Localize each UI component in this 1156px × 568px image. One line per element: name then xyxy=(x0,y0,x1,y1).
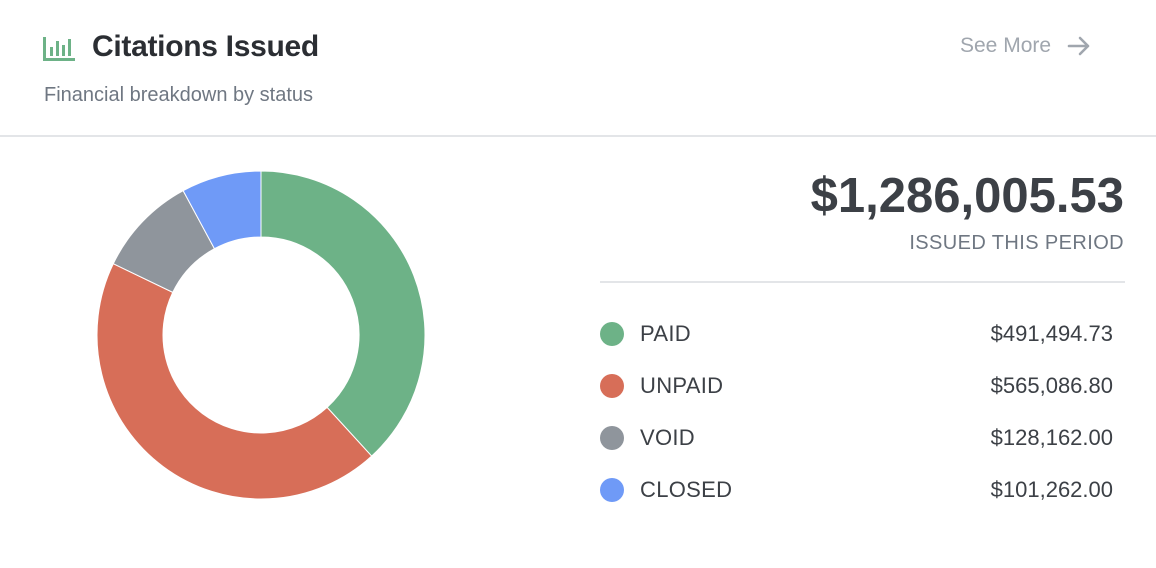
legend-label: CLOSED xyxy=(640,477,733,502)
legend-swatch xyxy=(600,374,624,398)
see-more-label: See More xyxy=(960,34,1052,57)
donut-slice-closed[interactable] xyxy=(182,170,262,250)
chart-legend: PAID $491,494.73 UNPAID $565,086.80 VOID $128… xyxy=(600,308,1113,516)
donut-slice-unpaid[interactable] xyxy=(96,263,373,500)
total-label: ISSUED THIS PERIOD xyxy=(909,232,1124,254)
see-more-link[interactable]: See More xyxy=(960,34,1091,58)
bar-chart-icon xyxy=(43,37,75,61)
legend-label: UNPAID xyxy=(640,373,724,398)
card-subtitle: Financial breakdown by status xyxy=(44,84,314,106)
card-header: Citations Issued Financial breakdown by … xyxy=(0,0,1156,137)
legend-value: $128,162.00 xyxy=(990,425,1113,450)
legend-label: PAID xyxy=(640,321,691,346)
divider xyxy=(600,281,1125,283)
donut-chart xyxy=(96,170,426,500)
legend-item-closed[interactable]: CLOSED $101,262.00 xyxy=(600,464,1113,516)
legend-swatch xyxy=(600,478,624,502)
legend-item-paid[interactable]: PAID $491,494.73 xyxy=(600,308,1113,360)
legend-value: $491,494.73 xyxy=(990,321,1113,346)
legend-item-unpaid[interactable]: UNPAID $565,086.80 xyxy=(600,360,1113,412)
arrow-right-icon xyxy=(1067,36,1090,56)
card-title: Citations Issued xyxy=(92,30,319,63)
donut-slice-paid[interactable] xyxy=(260,170,426,457)
total-amount: $1,286,005.53 xyxy=(810,169,1124,223)
legend-value: $565,086.80 xyxy=(990,373,1113,398)
legend-label: VOID xyxy=(640,425,695,450)
legend-swatch xyxy=(600,426,624,450)
legend-value: $101,262.00 xyxy=(990,477,1113,502)
legend-swatch xyxy=(600,322,624,346)
legend-item-void[interactable]: VOID $128,162.00 xyxy=(600,412,1113,464)
